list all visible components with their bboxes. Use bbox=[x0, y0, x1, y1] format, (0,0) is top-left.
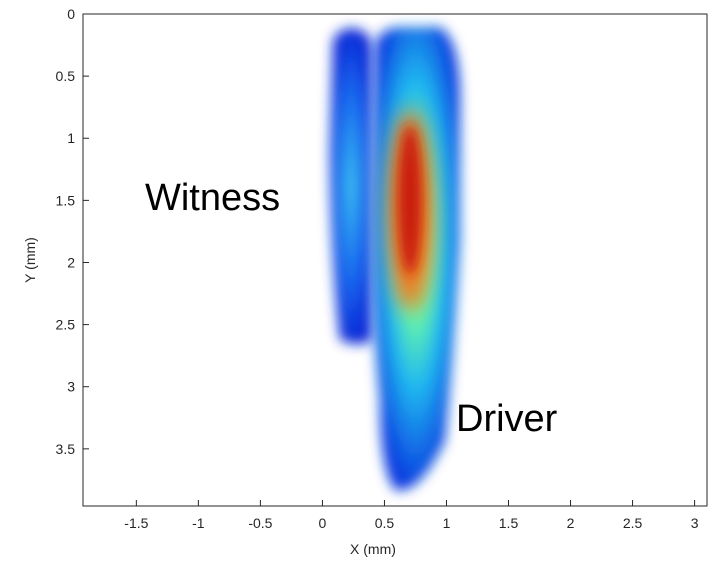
x-tick-label: 1.5 bbox=[499, 515, 519, 531]
x-tick-label: 0.5 bbox=[375, 515, 395, 531]
y-tick-label: 1.5 bbox=[56, 192, 76, 208]
x-tick-label: 2.5 bbox=[623, 515, 643, 531]
y-tick-label: 3 bbox=[67, 379, 75, 395]
y-tick-label: 3.5 bbox=[56, 441, 76, 457]
x-tick-label: 2 bbox=[567, 515, 575, 531]
x-tick-label: 0 bbox=[319, 515, 327, 531]
y-tick-label: 0 bbox=[67, 6, 75, 22]
y-tick-label: 0.5 bbox=[56, 68, 76, 84]
x-tick-label: -1 bbox=[192, 515, 205, 531]
x-tick-label: 3 bbox=[691, 515, 699, 531]
image-beams bbox=[330, 27, 460, 491]
annotation: Driver bbox=[456, 398, 558, 440]
x-tick-label: -0.5 bbox=[248, 515, 272, 531]
x-axis-label: X (mm) bbox=[350, 541, 396, 557]
y-axis-label: Y (mm) bbox=[22, 237, 38, 283]
y-tick-label: 2.5 bbox=[56, 317, 76, 333]
y-tick-label: 1 bbox=[67, 130, 75, 146]
annotation: Witness bbox=[145, 177, 280, 219]
x-tick-label: -1.5 bbox=[124, 515, 148, 531]
y-tick-label: 2 bbox=[67, 254, 75, 270]
x-tick-label: 1 bbox=[443, 515, 451, 531]
